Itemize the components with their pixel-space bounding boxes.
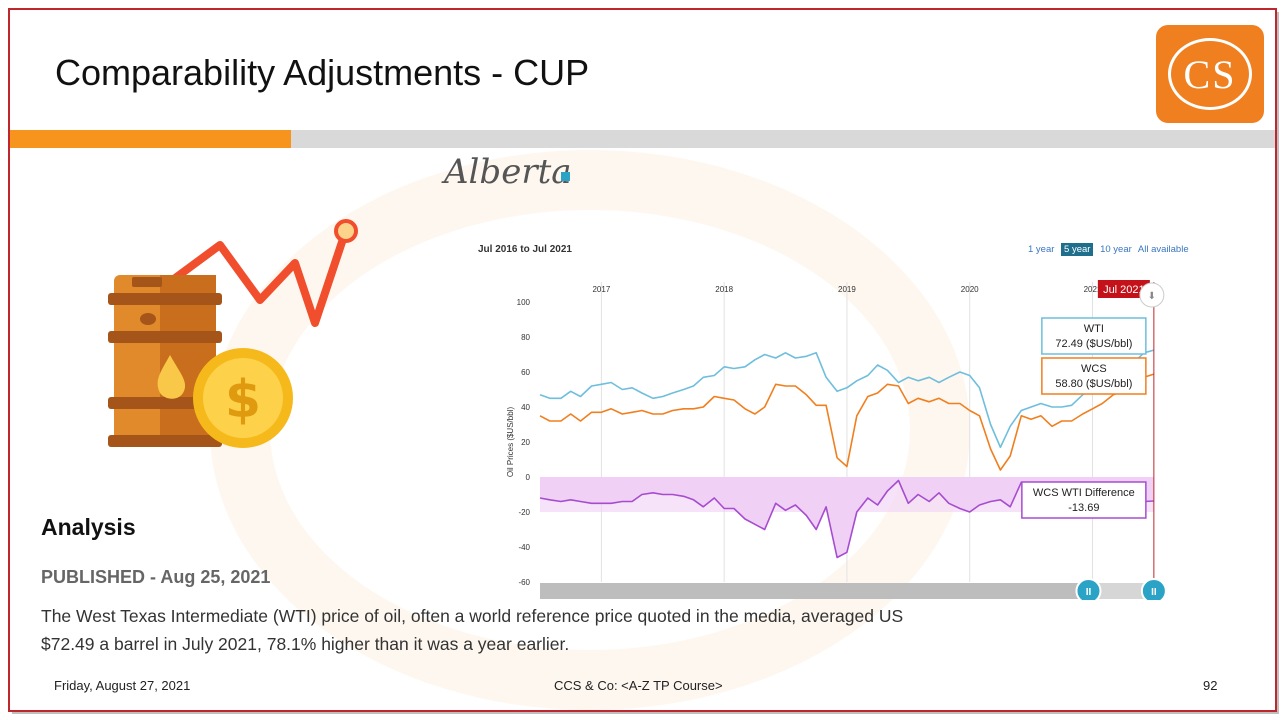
- series-wcs-line: [539, 373, 1155, 471]
- current-date-badge: [1097, 280, 1150, 298]
- tooltip-name: WCS: [1081, 363, 1107, 375]
- x-tick-label: 2020: [961, 285, 979, 294]
- page-number: 92: [1203, 678, 1218, 693]
- tooltip-box: [1021, 481, 1147, 519]
- tooltip-box: [1041, 317, 1147, 355]
- current-date-label: Jul 2021: [1103, 284, 1145, 296]
- oil-price-chart: 2017 2018 2019 2020 2021 100 80 60 40 20 0 -20 -40 -6…: [506, 280, 1167, 600]
- y-tick-label: 100: [517, 298, 531, 307]
- logo-text: CS: [1183, 52, 1237, 97]
- slider-grip-icon: II: [1151, 587, 1157, 598]
- x-tick-label: 2018: [715, 285, 733, 294]
- published-date: PUBLISHED - Aug 25, 2021: [41, 567, 271, 587]
- slide-title: Comparability Adjustments - CUP: [55, 52, 590, 93]
- logo-ring: [1168, 38, 1252, 110]
- range-button-1y[interactable]: 1 year: [1028, 244, 1055, 255]
- y-tick-label: -60: [518, 578, 530, 587]
- range-button-all[interactable]: All available: [1137, 244, 1189, 255]
- accent-bar-gray: [291, 130, 1275, 148]
- x-tick-label: 2017: [592, 285, 610, 294]
- tooltip-value: 58.80 ($US/bbl): [1055, 378, 1132, 390]
- chart-date-range: Jul 2016 to Jul 2021: [478, 244, 572, 255]
- footer-date: Friday, August 27, 2021: [54, 678, 191, 693]
- alberta-flag-mark: [561, 172, 570, 181]
- chart-range-buttons: 1 year 5 year 10 year All available: [1028, 243, 1193, 256]
- y-axis-label: Oil Prices ($US/bbl): [506, 407, 515, 478]
- range-button-10y[interactable]: 10 year: [1100, 244, 1132, 255]
- y-tick-label: 40: [521, 403, 530, 412]
- y-tick-label: -40: [518, 543, 530, 552]
- analysis-heading: Analysis: [41, 514, 136, 540]
- alberta-logo: Alberta: [444, 152, 572, 192]
- range-button-5y[interactable]: 5 year: [1061, 243, 1094, 256]
- footer-center: CCS & Co: <A-Z TP Course>: [554, 678, 723, 693]
- ccs-logo: CS: [1156, 25, 1264, 123]
- tooltip-value: 72.49 ($US/bbl): [1055, 338, 1132, 350]
- svg-text:$: $: [225, 370, 261, 430]
- tooltip-name: WCS WTI Difference: [1033, 487, 1135, 499]
- accent-bar-orange: [10, 130, 291, 148]
- y-tick-label: 20: [521, 438, 530, 447]
- y-tick-label: 0: [526, 473, 531, 482]
- oil-barrel-illustration: $: [108, 219, 358, 448]
- y-tick-label: 60: [521, 368, 530, 377]
- rising-trend-icon: [151, 229, 349, 327]
- tooltip-box: [1041, 357, 1147, 395]
- download-button: [1139, 282, 1165, 308]
- range-slider-selected: [540, 583, 1086, 599]
- tooltip-value: -13.69: [1068, 502, 1099, 514]
- slider-grip-icon: II: [1086, 587, 1092, 598]
- y-tick-label: 80: [521, 333, 530, 342]
- y-tick-label: -20: [518, 508, 530, 517]
- range-slider-handle[interactable]: [1075, 578, 1102, 600]
- analysis-text: The West Texas Intermediate (WTI) price …: [41, 606, 904, 654]
- download-icon: ⬇: [1148, 291, 1156, 302]
- x-tick-label: 2021: [1084, 285, 1102, 294]
- series-wti-line: [539, 349, 1155, 449]
- x-tick-label: 2019: [838, 285, 856, 294]
- tooltip-name: WTI: [1084, 323, 1104, 335]
- slide: Comparability Adjustments - CUP CS Alber…: [8, 8, 1277, 712]
- range-slider-handle[interactable]: [1140, 578, 1167, 600]
